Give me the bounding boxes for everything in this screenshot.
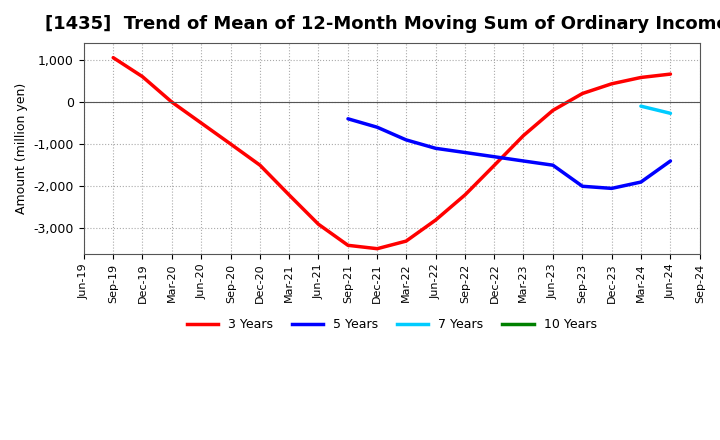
Title: [1435]  Trend of Mean of 12-Month Moving Sum of Ordinary Incomes: [1435] Trend of Mean of 12-Month Moving … xyxy=(45,15,720,33)
Y-axis label: Amount (million yen): Amount (million yen) xyxy=(15,83,28,214)
Legend: 3 Years, 5 Years, 7 Years, 10 Years: 3 Years, 5 Years, 7 Years, 10 Years xyxy=(182,313,602,336)
